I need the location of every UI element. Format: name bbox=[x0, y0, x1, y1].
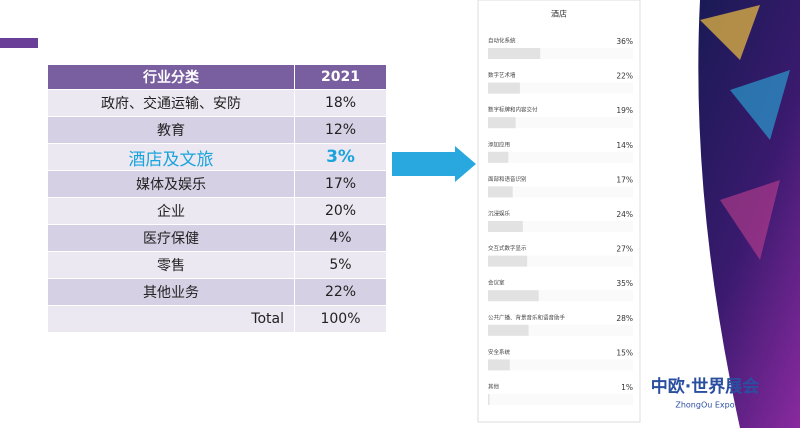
track bbox=[488, 394, 633, 405]
industry-table: 行业分类 2021 政府、交通运输、安防 18% 教育 12% 酒店及文旅 3% 媒体及… bbox=[47, 64, 387, 333]
logo-text: 中欧·世界展会 bbox=[651, 376, 759, 397]
item-value-label: 24% bbox=[616, 210, 633, 219]
bar bbox=[488, 324, 529, 336]
item-label: 沉浸娱乐 bbox=[488, 210, 511, 218]
bar bbox=[488, 48, 541, 59]
logo-bg bbox=[661, 351, 729, 419]
cell: 教育 bbox=[47, 116, 295, 144]
cell: 政府、交通运输、安防 bbox=[47, 89, 295, 117]
track bbox=[488, 82, 633, 94]
item-value-label: 35% bbox=[616, 279, 633, 288]
decor-curve bbox=[640, 0, 740, 428]
item-value-label: 19% bbox=[616, 106, 633, 115]
track bbox=[488, 151, 633, 163]
item-label: 添加应用 bbox=[488, 140, 510, 148]
cell: 媒体及娱乐 bbox=[47, 170, 295, 198]
cell: 18% bbox=[294, 89, 387, 117]
bar bbox=[488, 82, 520, 94]
cell: 100% bbox=[294, 305, 387, 333]
item-label: 交互式数字显示 bbox=[488, 244, 527, 252]
bar bbox=[488, 255, 528, 267]
item-value-label: 15% bbox=[616, 348, 633, 357]
cell: 3% bbox=[294, 143, 387, 171]
bar bbox=[488, 221, 523, 232]
header-cell: 2021 bbox=[294, 64, 387, 90]
decor-tri bbox=[720, 180, 780, 260]
header-cell: 行业分类 bbox=[47, 64, 295, 90]
decor-tri bbox=[730, 70, 790, 140]
item-value-label: 17% bbox=[616, 175, 633, 184]
cell: 22% bbox=[294, 278, 387, 306]
bar bbox=[488, 151, 509, 163]
cell: 12% bbox=[294, 116, 387, 144]
item-label: 数字艺术墙 bbox=[488, 71, 516, 79]
logo-subtext: ZhongOu Expo bbox=[675, 401, 734, 410]
item-label: 自动化系统 bbox=[488, 37, 516, 45]
item-label: 公共广播、背景音乐和语音助手 bbox=[488, 313, 566, 321]
item-value-label: 22% bbox=[616, 72, 633, 81]
track bbox=[488, 186, 633, 198]
cell: 医疗保健 bbox=[47, 224, 295, 252]
item-value-label: 14% bbox=[616, 141, 633, 150]
item-label: 其他 bbox=[488, 383, 500, 391]
cell: 酒店及文旅 bbox=[47, 143, 295, 171]
cell: 20% bbox=[294, 197, 387, 225]
track bbox=[488, 48, 633, 59]
cell: Total bbox=[47, 305, 295, 333]
bar bbox=[488, 186, 513, 198]
item-value-label: 27% bbox=[616, 245, 633, 254]
track bbox=[488, 324, 633, 336]
cell: 5% bbox=[294, 251, 387, 279]
panel bbox=[477, 0, 641, 423]
track bbox=[488, 221, 633, 232]
decor-tri bbox=[700, 5, 760, 60]
item-label: 会议室 bbox=[488, 279, 505, 287]
track bbox=[488, 117, 633, 129]
cell: 企业 bbox=[47, 197, 295, 225]
cell: 4% bbox=[294, 224, 387, 252]
item-label: 安全系统 bbox=[488, 348, 511, 356]
item-value-label: 36% bbox=[616, 37, 633, 46]
arrow bbox=[392, 146, 476, 182]
cell: 其他业务 bbox=[47, 278, 295, 306]
cell: 17% bbox=[294, 170, 387, 198]
item-label: 面部和语音识别 bbox=[488, 175, 527, 183]
bar bbox=[488, 394, 490, 405]
item-value-label: 1% bbox=[621, 383, 633, 392]
track bbox=[488, 290, 633, 302]
header-row: 行业分类 2021 bbox=[47, 64, 387, 90]
panel-title: 酒店 bbox=[551, 9, 567, 19]
bar bbox=[488, 290, 539, 302]
accent-bar bbox=[0, 38, 38, 48]
bar bbox=[488, 359, 510, 371]
cell: 零售 bbox=[47, 251, 295, 279]
item-label: 数字标牌和内容交付 bbox=[488, 106, 538, 114]
track bbox=[488, 359, 633, 371]
bar bbox=[488, 117, 516, 129]
track bbox=[488, 255, 633, 267]
item-value-label: 28% bbox=[616, 314, 633, 323]
